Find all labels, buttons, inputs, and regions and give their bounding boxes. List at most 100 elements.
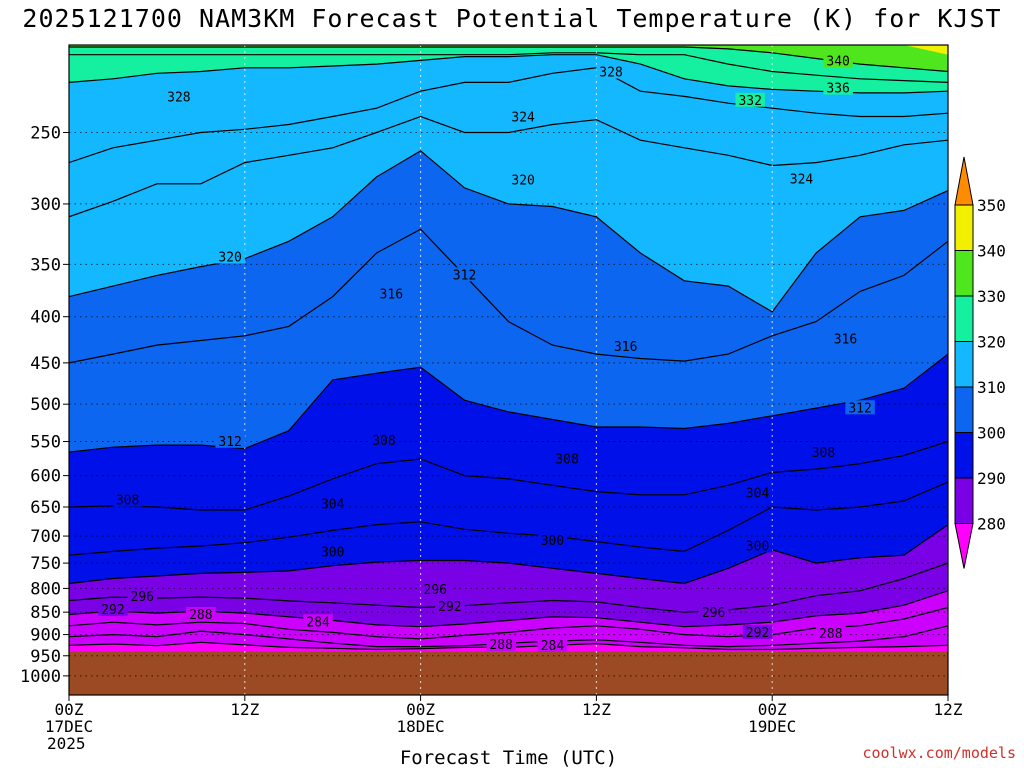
colorbar-under-arrow	[954, 523, 974, 569]
contour-label-bg	[127, 589, 157, 604]
contour-label: 292	[435, 599, 465, 615]
contour-label-bg	[742, 485, 773, 500]
contour-label: 308	[112, 492, 143, 509]
contour-label-bg	[742, 538, 773, 553]
contour-label: 300	[317, 544, 348, 560]
contour-label: 308	[552, 451, 582, 467]
contour-label-layer: 328 328 324 320 340 336 332 324 320 316 312 316 316 3…	[98, 53, 875, 654]
colorbar-segment	[954, 341, 974, 388]
contour-label-text: 312	[848, 401, 871, 416]
contour-label-bg	[317, 544, 348, 559]
contour-label-text: 312	[218, 435, 241, 450]
contour-label-bg	[164, 89, 194, 104]
y-tick-label: 900	[30, 626, 61, 646]
contour-label-text: 312	[453, 268, 476, 283]
contour-label: 296	[127, 589, 157, 605]
contour-label-text: 300	[746, 539, 769, 554]
y-tick-label: 850	[30, 603, 61, 623]
contour-label: 284	[537, 637, 568, 654]
contour-label: 312	[845, 400, 875, 416]
contour-label-text: 320	[218, 250, 241, 265]
contour-label-bg	[786, 171, 817, 186]
contour-label: 304	[742, 485, 773, 501]
contour-label-bg	[537, 637, 568, 652]
contour-label: 312	[215, 433, 245, 450]
contour-label-text: 288	[819, 627, 842, 642]
x-tick-label: 00Z	[55, 700, 84, 719]
contour-label-text: 288	[189, 608, 212, 623]
y-tick-label: 1000	[20, 667, 61, 687]
contour-label-bg	[823, 53, 853, 68]
theta-band-340	[69, 45, 948, 72]
contour-label-bg	[215, 433, 245, 448]
isentrope-324	[69, 115, 948, 218]
contour-label-text: 296	[131, 590, 154, 605]
contour-label: 308	[369, 433, 399, 449]
plot-frame	[68, 44, 949, 696]
contour-label: 328	[596, 64, 626, 81]
contour-label: 324	[508, 109, 538, 125]
isentrope-316	[69, 228, 948, 364]
y-tick-label: 350	[30, 255, 61, 275]
contour-label-text: 284	[541, 639, 565, 654]
contour-label-text: 316	[834, 333, 857, 348]
contour-label-text: 328	[599, 66, 622, 81]
contour-label-bg	[112, 492, 143, 507]
contour-label-text: 300	[541, 534, 564, 549]
contour-label-bg	[420, 581, 450, 596]
contour-label: 288	[486, 637, 516, 653]
contour-label-bg	[830, 331, 861, 346]
isentrope-332	[69, 54, 948, 94]
contour-label-bg	[823, 80, 853, 95]
contour-label-bg	[610, 338, 641, 353]
contour-label-text: 304	[321, 497, 345, 512]
contour-label-text: 292	[101, 603, 124, 618]
contour-label: 308	[808, 445, 839, 461]
site-credit[interactable]: coolwx.com/models	[862, 744, 1016, 762]
contour-label: 300	[742, 538, 773, 554]
colorbar-label: 300	[977, 424, 1006, 443]
theta-fill-layer	[69, 45, 948, 695]
x-tick-label: 00Z	[758, 700, 787, 719]
contour-label: 288	[816, 625, 846, 642]
x-tick-label: 12Z	[582, 700, 611, 719]
y-tick-label: 550	[30, 433, 61, 453]
contour-label: 292	[742, 624, 773, 641]
contour-label-bg	[449, 267, 480, 282]
x-tick-label: 17DEC	[45, 717, 93, 736]
y-tick-label: 500	[30, 395, 61, 415]
contour-label-text: 296	[702, 606, 725, 621]
contour-label-text: 296	[424, 583, 447, 598]
contour-label-bg	[537, 532, 568, 547]
contour-label-text: 308	[116, 494, 139, 509]
contour-label: 316	[376, 286, 407, 302]
x-tick-label: 12Z	[230, 700, 259, 719]
contour-label-text: 308	[812, 446, 835, 461]
x-tick-label: 2025	[47, 734, 86, 753]
contour-label-bg	[317, 496, 348, 511]
x-tick-label: 12Z	[934, 700, 963, 719]
contour-label: 332	[735, 92, 765, 109]
contour-label-text: 320	[511, 174, 534, 189]
contour-label: 312	[449, 267, 480, 283]
contour-label-bg	[816, 625, 846, 640]
contour-label-text: 324	[511, 110, 535, 125]
ground-layer	[69, 651, 948, 695]
contour-label: 316	[610, 338, 641, 355]
contour-label: 300	[537, 532, 568, 549]
colorbar-segment	[954, 432, 974, 479]
axis-layer: 250 300 350 400 450 500 550 600 650 700 750 800 850 9…	[20, 44, 963, 768]
contour-label-bg	[369, 433, 399, 448]
y-tick-label: 750	[30, 554, 61, 574]
x-tick-label: 00Z	[406, 700, 435, 719]
colorbar-label: 340	[977, 242, 1006, 261]
contour-label-bg	[742, 624, 773, 639]
contour-label-bg	[808, 445, 839, 460]
contour-label-bg	[186, 607, 216, 622]
colorbar-segment	[954, 204, 974, 251]
colorbar-label: 320	[977, 333, 1006, 352]
y-tick-label: 400	[30, 308, 61, 328]
contour-label-text: 328	[167, 90, 190, 105]
x-axis-title: Forecast Time (UTC)	[400, 747, 617, 768]
